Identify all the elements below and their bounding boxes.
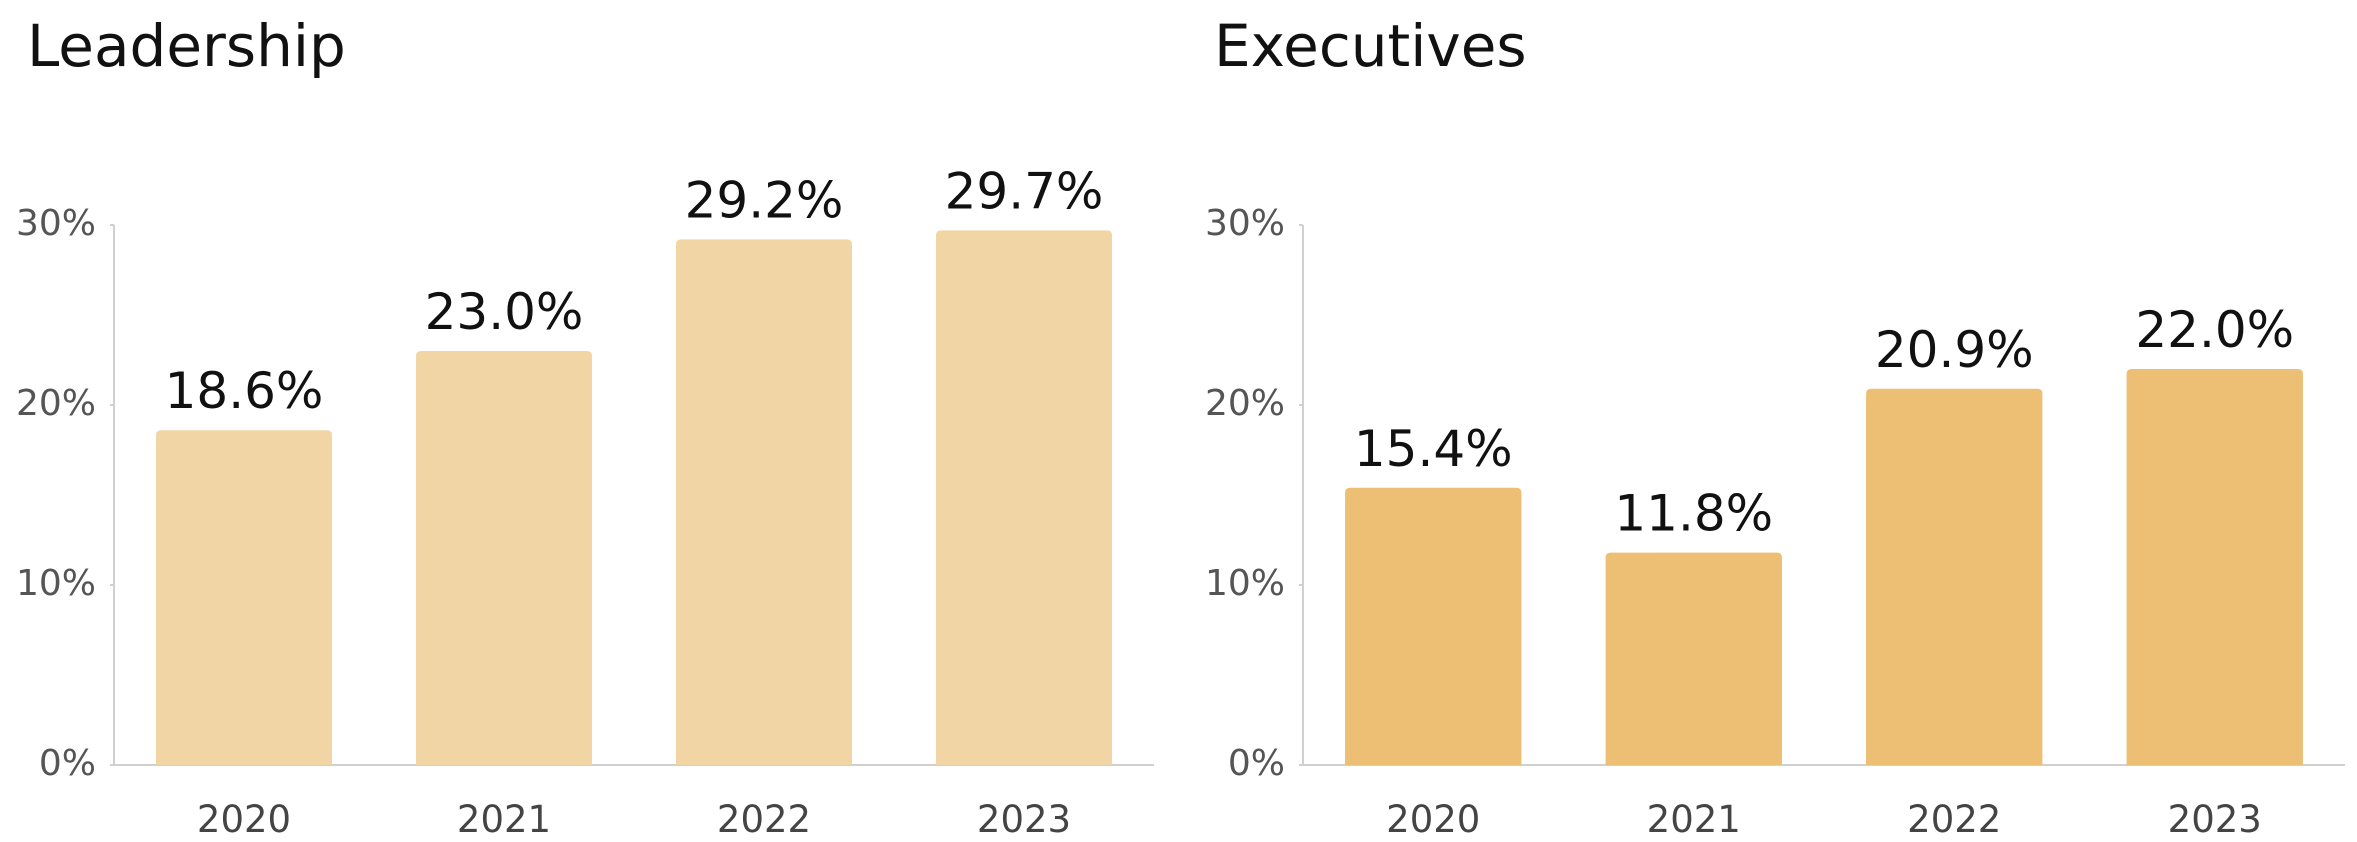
bar: [935, 230, 1113, 765]
y-tick-label: 30%: [16, 203, 96, 244]
value-label: 29.7%: [945, 162, 1104, 220]
y-tick-label: 0%: [1228, 743, 1285, 784]
value-label: 29.2%: [685, 171, 844, 229]
value-label: 20.9%: [1875, 321, 2034, 379]
value-label: 18.6%: [165, 362, 324, 420]
chart-title: Executives: [1214, 12, 1527, 80]
x-tick-label: 2022: [717, 798, 811, 841]
x-tick-label: 2023: [977, 798, 1071, 841]
y-tick-label: 30%: [1205, 203, 1285, 244]
bar: [675, 239, 853, 765]
chart-title: Leadership: [27, 12, 346, 80]
y-tick-label: 10%: [16, 563, 96, 604]
x-tick-label: 2022: [1907, 798, 2001, 841]
x-tick-label: 2020: [197, 798, 291, 841]
value-label: 11.8%: [1614, 485, 1773, 543]
y-tick-label: 20%: [1205, 383, 1285, 424]
y-tick-label: 10%: [1205, 563, 1285, 604]
x-tick-label: 2023: [2168, 798, 2262, 841]
bar: [155, 430, 333, 765]
x-tick-label: 2021: [457, 798, 551, 841]
bar: [2126, 369, 2303, 765]
value-label: 15.4%: [1354, 420, 1513, 478]
bar: [1345, 487, 1522, 765]
value-label: 22.0%: [2135, 301, 2294, 359]
bar: [1605, 552, 1782, 765]
value-label: 23.0%: [425, 283, 584, 341]
x-tick-label: 2021: [1647, 798, 1741, 841]
bar: [1866, 388, 2043, 765]
y-tick-label: 0%: [39, 743, 96, 784]
y-tick-label: 20%: [16, 383, 96, 424]
x-tick-label: 2020: [1386, 798, 1480, 841]
bar: [415, 351, 593, 765]
